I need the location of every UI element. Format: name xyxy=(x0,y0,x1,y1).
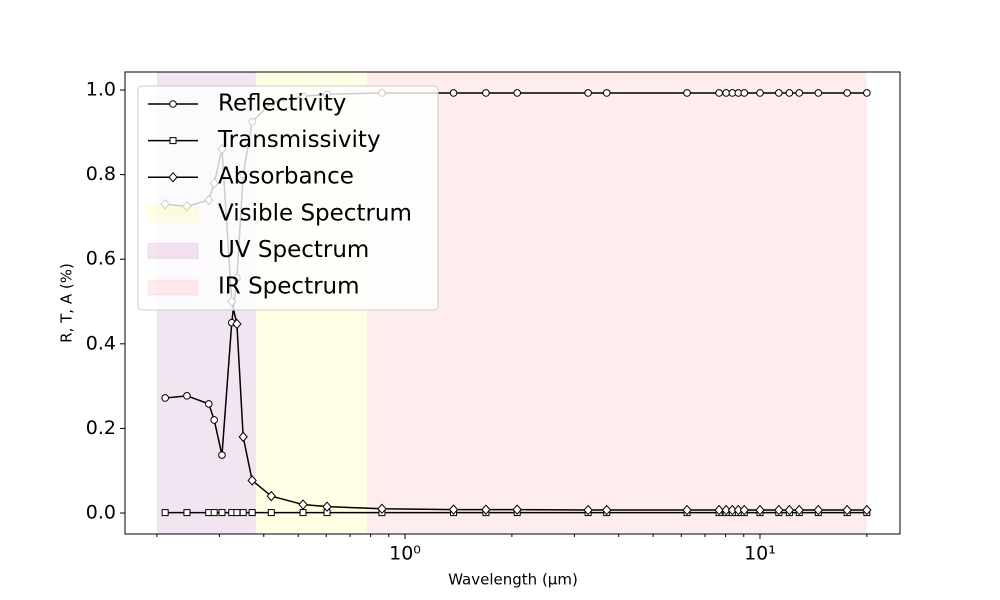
marker xyxy=(774,504,784,516)
marker xyxy=(862,504,872,516)
marker xyxy=(210,416,218,424)
marker xyxy=(863,89,871,97)
y-tick-label: 1.0 xyxy=(86,79,116,101)
x-tick-label: 10¹ xyxy=(744,543,776,565)
marker xyxy=(239,509,247,517)
marker xyxy=(377,503,387,515)
marker xyxy=(584,89,592,97)
marker xyxy=(683,89,691,97)
marker xyxy=(168,171,178,183)
legend-label: UV Spectrum xyxy=(218,237,369,263)
marker xyxy=(267,509,275,517)
legend-box xyxy=(137,85,439,311)
marker xyxy=(602,504,612,516)
marker xyxy=(169,100,177,108)
marker xyxy=(161,509,169,517)
legend-patch xyxy=(147,206,199,223)
marker xyxy=(739,504,749,516)
marker xyxy=(218,509,226,517)
marker xyxy=(169,137,177,145)
marker xyxy=(721,504,731,516)
marker xyxy=(238,431,248,443)
legend-label: Transmissivity xyxy=(217,127,381,153)
marker xyxy=(299,509,307,517)
marker xyxy=(740,89,749,97)
x-axis-label: Wavelength (μm) xyxy=(448,571,578,589)
y-tick-label: 0.0 xyxy=(86,502,116,524)
legend-label: Absorbance xyxy=(218,164,354,190)
y-tick-label: 0.4 xyxy=(86,332,116,354)
marker xyxy=(755,504,765,516)
marker xyxy=(247,475,257,486)
marker xyxy=(218,451,226,459)
marker xyxy=(784,504,795,516)
marker xyxy=(204,400,213,408)
marker xyxy=(513,89,521,97)
marker xyxy=(183,392,191,400)
marker xyxy=(448,504,459,515)
marker xyxy=(183,509,191,517)
legend: Reflectivity Transmissivity Absorbance Visi… xyxy=(137,85,439,311)
marker xyxy=(682,504,692,516)
plot-frame xyxy=(124,71,901,535)
marker xyxy=(161,394,169,402)
marker xyxy=(722,89,730,97)
legend-label: IR Spectrum xyxy=(218,274,360,300)
legend-patch xyxy=(147,279,199,296)
marker xyxy=(795,89,804,97)
marker xyxy=(756,89,764,97)
legend-label: Visible Spectrum xyxy=(218,200,412,226)
x-tick-label: 10⁰ xyxy=(389,543,421,565)
marker xyxy=(814,89,823,97)
marker xyxy=(512,504,522,515)
marker xyxy=(233,509,241,517)
marker xyxy=(298,499,308,510)
marker xyxy=(482,89,490,97)
span xyxy=(366,72,867,534)
legend-patch xyxy=(147,242,199,259)
marker xyxy=(714,504,724,516)
marker xyxy=(785,89,794,97)
marker xyxy=(322,501,332,512)
marker xyxy=(210,509,218,517)
marker xyxy=(481,504,491,515)
marker xyxy=(602,89,611,97)
marker xyxy=(843,89,851,97)
y-tick-label: 0.2 xyxy=(86,417,116,439)
marker xyxy=(715,89,723,97)
marker xyxy=(266,490,276,502)
marker xyxy=(775,89,783,97)
marker xyxy=(248,509,256,517)
marker xyxy=(813,504,823,516)
y-axis-label: R, T, A (%) xyxy=(58,263,76,343)
y-tick-label: 0.8 xyxy=(86,163,116,185)
marker xyxy=(232,318,242,330)
marker xyxy=(794,504,804,516)
marker xyxy=(583,504,593,516)
legend-label: Reflectivity xyxy=(218,91,346,117)
marker xyxy=(842,504,852,516)
marker xyxy=(449,89,458,97)
y-tick-label: 0.6 xyxy=(86,248,116,270)
